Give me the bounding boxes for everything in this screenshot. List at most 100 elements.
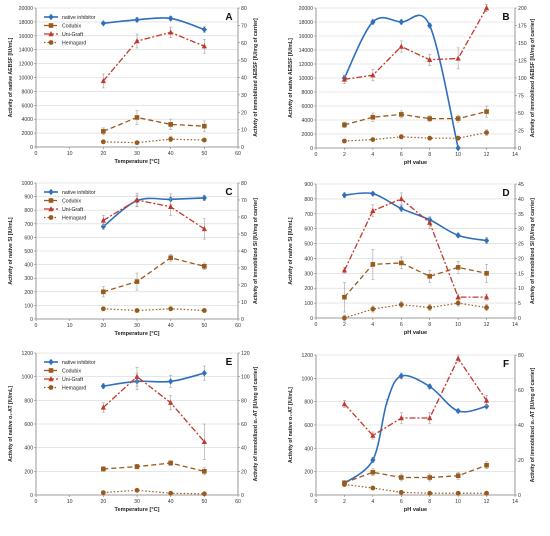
panel-e-legend-marker	[48, 358, 54, 366]
panel-f-point-codubix	[398, 475, 404, 480]
panel-e-letter: E	[226, 357, 233, 368]
panel-a-y-tick-label: 2000	[21, 131, 33, 137]
panel-d-point-hemagard	[342, 315, 347, 321]
panel-a-point-codubix	[101, 129, 106, 134]
panel-b-x-tick-label: 8	[428, 152, 431, 158]
panel-f-x-tick-label: 8	[428, 499, 431, 505]
panel-f-y2-tick-label: 20	[518, 458, 524, 464]
panel-d-point-hemagard	[398, 302, 404, 307]
panel-c-point-codubix	[134, 279, 140, 284]
panel-b-series-codubix	[342, 105, 489, 128]
panel-f-point-hemagard	[484, 490, 489, 496]
panel-a-legend-label: Hemagard	[62, 41, 86, 47]
panel-d-line-hemagard	[344, 302, 487, 319]
panel-c-y2-tick-label: 70	[241, 198, 247, 204]
panel-b-point-codubix	[398, 112, 404, 117]
panel-f-y-tick-label: 600	[304, 423, 313, 429]
panel-f-x-tick-label: 10	[455, 499, 461, 505]
panel-a-x-tick-label: 30	[134, 151, 140, 157]
panel-a-point-native-inhibitor	[100, 20, 106, 27]
panel-a-y-tick-label: 18000	[19, 20, 34, 26]
panel-b-point-hemagard	[398, 134, 404, 140]
panel-d-point-codubix	[370, 262, 376, 267]
panel-e-point-codubix	[202, 469, 207, 474]
panel-d-point-codubix	[455, 265, 461, 270]
panel-b-y-tick-label: 20000	[299, 6, 314, 12]
panel-e-point-codubix	[134, 464, 140, 469]
panel-b-point-hemagard	[370, 137, 376, 143]
panel-e-y-tick-label: 200	[24, 469, 33, 475]
panel-c-legend-marker	[48, 215, 54, 220]
panel-c-series-hemagard	[100, 306, 207, 313]
panel-a-y2-tick-label: 0	[241, 145, 244, 151]
panel-f-point-codubix	[370, 469, 376, 475]
panel-e-legend-marker	[48, 385, 54, 390]
panel-f-series-hemagard	[342, 482, 489, 496]
panel-d-point-uni-graft	[398, 195, 404, 202]
panel-a-point-native-inhibitor	[201, 26, 207, 33]
panel-c-x-tick-label: 0	[35, 323, 38, 329]
panel-e-point-uni-graft	[201, 438, 207, 444]
panel-d-point-uni-graft	[341, 267, 348, 273]
panel-c-legend-label: Uni-Graft	[62, 207, 84, 213]
panel-a-y2-tick-label: 20	[241, 110, 247, 116]
panel-b-y2-tick-label: 25	[518, 129, 524, 135]
panel-a-point-codubix	[202, 123, 207, 129]
panel-d-y2-tick-label: 0	[518, 316, 521, 322]
panel-f-series-native-inhibitor	[341, 372, 490, 487]
panel-b-series-hemagard	[342, 129, 489, 144]
panel-f-y2-axis-title: Activity of immobilized α₁-AT [IU/mg of …	[530, 367, 536, 482]
panel-d-point-uni-graft	[370, 207, 376, 213]
panel-c-y2-tick-label: 30	[241, 266, 247, 272]
panel-b-point-uni-graft	[455, 55, 461, 61]
panel-c-legend: native inhibitor Codubix Uni-Graft Hemagard	[44, 188, 96, 222]
panel-e-point-codubix	[101, 466, 106, 472]
panel-b-point-codubix	[484, 109, 489, 114]
panel-b-y-tick-label: 10000	[299, 76, 314, 82]
panel-d-point-hemagard	[484, 305, 489, 310]
panel-a-line-uni-graft	[102, 31, 205, 82]
panel-e-point-uni-graft	[168, 399, 174, 405]
panel-a-x-axis-title: Temperature [°C]	[114, 159, 159, 165]
panel-b-point-uni-graft	[341, 76, 348, 82]
panel-d-y-axis-title: Activity of native SI [IU/mL]	[288, 217, 294, 284]
panel-d-series-hemagard	[342, 299, 489, 322]
panel-f-line-native-inhibitor	[343, 374, 487, 484]
panel-e-line-uni-graft	[102, 376, 205, 443]
panel-f-point-uni-graft	[455, 355, 461, 361]
panel-c-point-hemagard	[168, 306, 174, 312]
panel-d-x-tick-label: 8	[428, 322, 431, 328]
panel-c-point-hemagard	[100, 306, 106, 312]
panel-e-legend-label: Hemagard	[62, 386, 86, 392]
panel-e-series-uni-graft	[100, 366, 207, 460]
panel-d-point-uni-graft	[427, 219, 433, 225]
panel-b-x-tick-label: 12	[484, 152, 490, 158]
panel-b-y2-tick-label: 125	[518, 59, 527, 65]
panel-f-point-uni-graft	[370, 432, 376, 438]
panel-a-y2-tick-label: 40	[241, 76, 247, 82]
panel-f-y-tick-label: 400	[304, 446, 313, 452]
panel-e-y-tick-label: 800	[24, 398, 33, 404]
panel-c-point-codubix	[101, 289, 106, 295]
panel-f-point-codubix	[484, 462, 489, 468]
panel-b-x-tick-label: 14	[512, 152, 518, 158]
panel-c-legend-label: Codubix	[62, 199, 81, 205]
panel-b-letter: B	[502, 12, 509, 23]
panel-c-point-uni-graft	[168, 203, 174, 209]
panel-f-point-uni-graft	[398, 415, 404, 421]
panel-e-x-tick-label: 40	[168, 499, 174, 505]
panel-b-point-hemagard	[484, 130, 489, 136]
panel-e-legend-marker	[48, 368, 54, 373]
panel-f-x-tick-label: 6	[400, 499, 403, 505]
panel-c-y-tick-label: 200	[24, 290, 33, 296]
panel-f-x-tick-label: 2	[343, 499, 346, 505]
panel-b-y-tick-label: 2000	[301, 132, 313, 138]
panel-d-y-tick-label: 500	[304, 242, 313, 248]
panel-b-y2-tick-label: 175	[518, 24, 527, 30]
panel-e-point-hemagard	[100, 490, 106, 496]
panel-b-y2-tick-label: 75	[518, 94, 524, 100]
panel-d-x-tick-label: 0	[315, 322, 318, 328]
panel-e-y-tick-label: 0	[30, 493, 33, 499]
panel-d-line-uni-graft	[343, 198, 487, 298]
